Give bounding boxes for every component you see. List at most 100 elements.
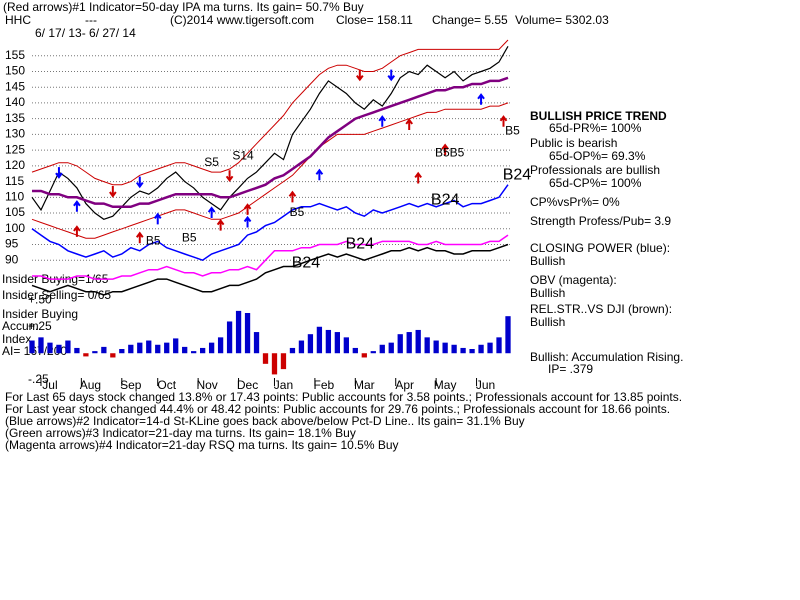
y-tick-label: 140 [5, 95, 25, 109]
x-tick-label: Aug [80, 378, 101, 392]
bar [182, 346, 188, 354]
bar [424, 337, 430, 354]
bar [505, 316, 511, 354]
copyright: (C)2014 www.tigersoft.com [170, 13, 314, 27]
bar [379, 344, 385, 354]
bar [226, 321, 233, 354]
right-label: BULLISH PRICE TREND [530, 109, 667, 123]
series-line [31, 46, 509, 220]
series-line [31, 102, 509, 239]
arrow [387, 69, 396, 82]
arrow [135, 231, 144, 244]
annotation: B5 [182, 230, 197, 244]
bar [119, 349, 125, 354]
bar [415, 329, 421, 354]
bar [370, 351, 376, 354]
bar [316, 326, 323, 354]
y-tick-label: 155 [5, 48, 25, 62]
right-label: Bullish [530, 315, 565, 329]
bar [146, 340, 152, 354]
y-tick-label: 135 [5, 111, 25, 125]
right-label: IP= .379 [548, 362, 593, 376]
y-tick-label: 145 [5, 79, 25, 93]
note: For Last year stock changed 44.4% or 48.… [5, 402, 670, 416]
arrow [153, 212, 162, 225]
x-tick-label: Jul [42, 378, 57, 392]
bar [208, 342, 215, 354]
annotation: S5 [204, 155, 219, 169]
arrow [414, 171, 422, 184]
arrow [73, 200, 81, 212]
bar [173, 338, 179, 354]
bar [460, 347, 466, 354]
left-label: Insider Buying [2, 307, 78, 321]
series-line [31, 243, 509, 296]
arrow [441, 143, 449, 156]
series-line [31, 39, 509, 186]
annotation: B24 [503, 167, 532, 184]
y-tick-label: +.50 [28, 292, 52, 306]
note: (Blue arrows)#2 Indicator=14-d St-KLine … [5, 414, 525, 428]
left-label: Accum [2, 319, 39, 333]
bar [343, 337, 349, 354]
x-tick-label: Dec [237, 378, 258, 392]
bar [433, 340, 439, 354]
y-tick-label: +.25 [28, 319, 52, 333]
arrow [207, 206, 216, 219]
y-tick-label: 125 [5, 142, 25, 156]
note: For Last 65 days stock changed 13.8% or … [5, 390, 682, 404]
symbol: HHC [5, 13, 31, 27]
note: (Green arrows)#3 Indicator=21-day ma tur… [5, 426, 356, 440]
y-tick-label: 105 [5, 205, 25, 219]
y-tick-label: 120 [5, 158, 25, 172]
header-line: (Red arrows)#1 Indicator=50-day IPA ma t… [3, 0, 364, 14]
right-label: Strength Profess/Pub= 3.9 [530, 214, 671, 228]
arrow [378, 115, 387, 127]
bar [137, 342, 143, 354]
annotation: B5B5 [435, 145, 465, 159]
bar [244, 313, 251, 354]
annotation: B5 [290, 205, 305, 219]
bar [487, 342, 493, 354]
bar [388, 342, 394, 354]
volume: Volume= 5302.03 [515, 13, 609, 27]
annotation: B5 [505, 123, 520, 137]
arrow [243, 215, 252, 228]
bar [352, 347, 358, 354]
close: Close= 158.11 [336, 13, 413, 27]
arrow [109, 186, 117, 198]
arrow [243, 203, 252, 215]
bar [469, 349, 475, 354]
arrow [315, 168, 324, 181]
x-tick-label: May [434, 378, 457, 392]
annotation: S14 [232, 149, 254, 163]
right-label: 65d-CP%= 100% [549, 176, 642, 190]
right-label: 65d-OP%= 69.3% [549, 149, 646, 163]
left-label: Insider Selling= 0/65 [2, 288, 111, 302]
bar [271, 353, 278, 375]
x-tick-label: Oct [157, 378, 176, 392]
right-label: Bullish: Accumulation Rising. [530, 350, 683, 364]
y-tick-label: 90 [5, 252, 19, 266]
left-label: Index [2, 332, 31, 346]
bar [38, 337, 44, 354]
right-label: REL.STR..VS DJI (brown): [530, 302, 672, 316]
arrow [216, 218, 225, 231]
series-line [32, 234, 509, 280]
note: (Magenta arrows)#4 Indicator=21-day RSQ … [5, 438, 399, 452]
arrow [73, 225, 81, 237]
bar [128, 344, 134, 354]
arrow [135, 176, 144, 189]
bar [191, 351, 197, 354]
bar [199, 347, 206, 354]
right-label: Public is bearish [530, 136, 617, 150]
right-label: CP%vsPr%= 0% [530, 195, 620, 209]
bar [101, 346, 107, 354]
x-tick-label: Mar [354, 378, 375, 392]
bar [235, 310, 242, 354]
x-tick-label: Sep [120, 378, 142, 392]
bar [155, 344, 161, 354]
bar [280, 353, 287, 370]
bar [298, 340, 305, 354]
